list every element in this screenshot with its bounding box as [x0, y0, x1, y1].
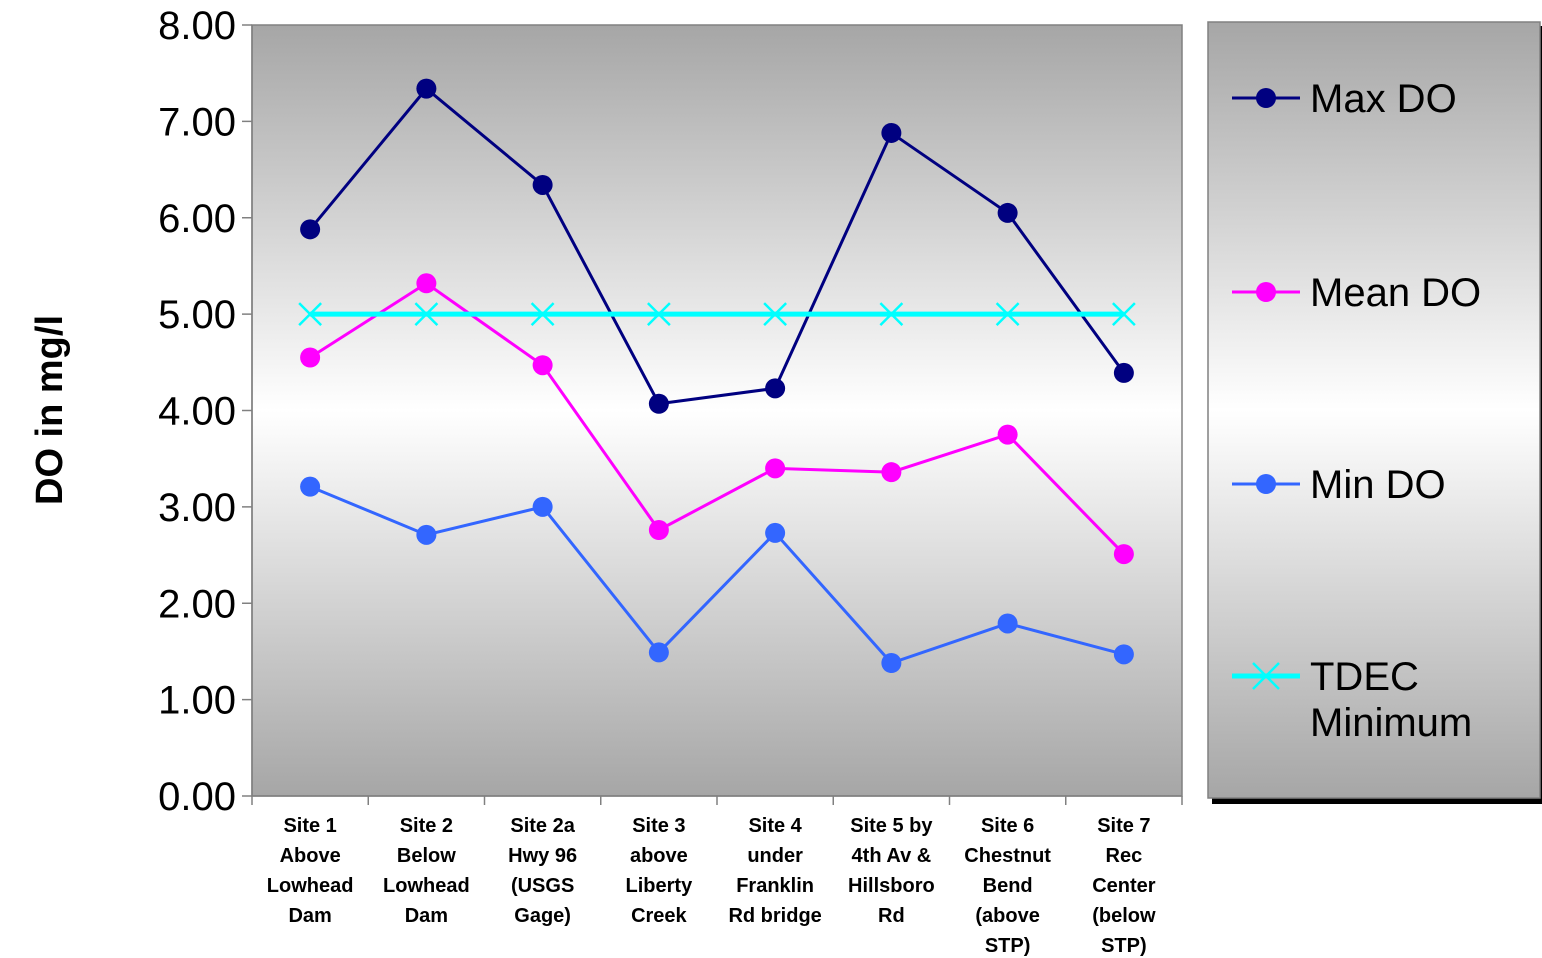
- series-0: [300, 78, 1134, 414]
- x-tick-label: Site 3 above Liberty Creek: [626, 815, 694, 927]
- y-tick-label: 8.00: [158, 4, 236, 48]
- data-point: [532, 496, 553, 517]
- x-tick-label: Site 5 by 4th Av & Hillsboro Rd: [848, 815, 935, 927]
- plot-area: [251, 24, 1183, 797]
- data-point: [1113, 644, 1134, 665]
- legend-label: Mean DO: [1310, 271, 1481, 315]
- data-point: [648, 520, 669, 541]
- series-line: [309, 281, 1125, 556]
- data-point: [416, 78, 437, 99]
- data-point: [298, 302, 323, 327]
- data-point: [1252, 662, 1280, 690]
- legend-label: Min DO: [1310, 463, 1446, 507]
- y-tick-label: 6.00: [158, 197, 236, 241]
- data-point: [879, 302, 904, 327]
- data-point: [1111, 302, 1136, 327]
- data-point: [997, 613, 1018, 634]
- data-point: [300, 219, 321, 240]
- data-point: [997, 202, 1018, 223]
- data-point: [881, 462, 902, 483]
- legend-label: Max DO: [1310, 77, 1457, 121]
- data-point: [416, 524, 437, 545]
- data-point: [1256, 282, 1276, 302]
- x-tick-label: Site 1 Above Lowhead Dam: [267, 815, 354, 927]
- series-layer: [298, 78, 1136, 674]
- y-tick-label: 5.00: [158, 293, 236, 337]
- series-line: [308, 86, 1126, 406]
- legend-label: TDEC Minimum: [1310, 655, 1472, 745]
- y-tick-label: 3.00: [158, 486, 236, 530]
- legend: Max DO Mean DO Min DO TDEC Minimum: [1207, 21, 1542, 804]
- axes: 0.00 1.00 2.00 3.00 4.00 5.00 6.00 7.00 8.00 Site…: [158, 4, 1183, 957]
- data-point: [532, 355, 553, 376]
- data-point: [530, 302, 555, 327]
- series-3: [298, 302, 1136, 327]
- data-point: [765, 378, 786, 399]
- legend-box: [1207, 21, 1541, 799]
- y-tick-label: 2.00: [158, 582, 236, 626]
- y-tick-label: 1.00: [158, 679, 236, 723]
- data-point: [648, 642, 669, 663]
- y-axis-title: DO in mg/l: [29, 315, 71, 505]
- data-point: [881, 653, 902, 674]
- data-point: [416, 273, 437, 294]
- data-point: [1113, 362, 1134, 383]
- data-point: [414, 302, 439, 327]
- x-tick-label: Site 4 under Franklin Rd bridge: [728, 815, 821, 927]
- x-tick-label: Site 7 Rec Center (below STP): [1092, 815, 1156, 957]
- y-tick-label: 7.00: [158, 100, 236, 144]
- series-line: [309, 485, 1125, 665]
- data-point: [300, 476, 321, 497]
- y-tick-label: 0.00: [158, 775, 236, 819]
- data-point: [648, 393, 669, 414]
- data-point: [763, 302, 788, 327]
- series-1: [300, 273, 1134, 565]
- data-point: [646, 302, 671, 327]
- series-2: [300, 476, 1134, 674]
- data-point: [1113, 544, 1134, 565]
- data-point: [995, 302, 1020, 327]
- x-tick-label: Site 2a Hwy 96 (USGS Gage): [508, 815, 577, 927]
- data-point: [765, 522, 786, 543]
- y-tick-label: 4.00: [158, 390, 236, 434]
- data-point: [300, 347, 321, 368]
- data-point: [532, 174, 553, 195]
- data-point: [881, 122, 902, 143]
- data-point: [1256, 474, 1276, 494]
- data-point: [997, 424, 1018, 445]
- x-tick-label: Site 6 Chestnut Bend (above STP): [964, 815, 1051, 957]
- data-point: [765, 458, 786, 479]
- x-tick-label: Site 2 Below Lowhead Dam: [383, 815, 470, 927]
- data-point: [1256, 88, 1276, 108]
